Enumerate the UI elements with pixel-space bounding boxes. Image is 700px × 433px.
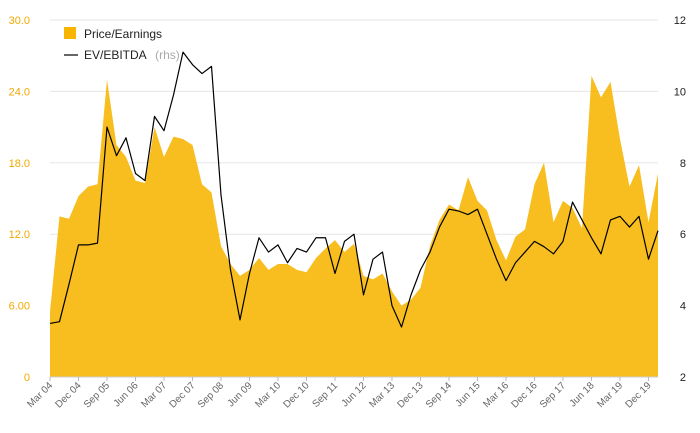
- right-tick-label: 6: [680, 229, 686, 241]
- legend: Price/Earnings EV/EBITDA (rhs): [64, 27, 180, 63]
- legend-label-ev-ebitda: EV/EBITDA (rhs): [84, 46, 180, 63]
- x-tick-label: Jun 18: [568, 380, 597, 409]
- x-tick-label: Dec 07: [167, 380, 197, 410]
- x-tick-label: Sep 17: [538, 380, 568, 410]
- left-tick-label: 0: [24, 372, 30, 384]
- x-tick-label: Dec 04: [53, 380, 83, 410]
- left-tick-label: 18.0: [9, 158, 30, 170]
- right-axis: 2 4 6 8 10 12: [674, 15, 686, 384]
- legend-ev-ebitda-name: EV/EBITDA: [84, 48, 147, 62]
- x-tick-label: Jun 09: [226, 380, 255, 409]
- left-tick-label: 12.0: [9, 229, 30, 241]
- right-tick-label: 12: [674, 15, 686, 27]
- left-tick-label: 24.0: [9, 86, 30, 98]
- series-area-price-earnings: [50, 75, 658, 378]
- x-tick-label: Mar 07: [139, 380, 169, 410]
- right-tick-label: 10: [674, 86, 686, 98]
- x-tick-label: Jun 12: [340, 380, 369, 409]
- legend-swatch-price-earnings: [64, 27, 76, 39]
- x-tick-label: Sep 08: [196, 380, 226, 410]
- x-tick-label: Mar 10: [253, 380, 283, 410]
- series-line-ev-ebitda: [49, 51, 659, 328]
- legend-ev-ebitda-rhs-suffix: (rhs): [155, 48, 180, 62]
- area-series-layer: [50, 75, 658, 378]
- left-tick-label: 30.0: [9, 15, 30, 27]
- legend-label-price-earnings: Price/Earnings: [84, 27, 162, 41]
- right-tick-label: 4: [680, 301, 686, 313]
- x-tick-label: Dec 19: [623, 380, 653, 410]
- left-axis: 0 6.00 12.0 18.0 24.0 30.0: [9, 15, 30, 384]
- x-tick-label: Dec 16: [509, 380, 539, 410]
- x-tick-label: Dec 10: [281, 380, 311, 410]
- left-tick-label: 6.00: [9, 301, 30, 313]
- line-series-layer: [49, 51, 659, 328]
- x-tick-label: Mar 04: [25, 380, 55, 410]
- x-tick-label: Mar 13: [367, 380, 397, 410]
- x-tick-label: Sep 11: [310, 380, 340, 410]
- right-tick-label: 8: [680, 158, 686, 170]
- x-tick-label: Jun 15: [454, 380, 483, 409]
- right-tick-label: 2: [680, 372, 686, 384]
- x-tick-label: Mar 19: [595, 380, 625, 410]
- x-tick-label: Mar 16: [481, 380, 511, 410]
- x-tick-label: Jun 06: [112, 380, 141, 409]
- x-tick-label: Dec 13: [395, 380, 425, 410]
- x-tick-label: Sep 14: [424, 380, 454, 410]
- x-tick-label: Sep 05: [82, 380, 112, 410]
